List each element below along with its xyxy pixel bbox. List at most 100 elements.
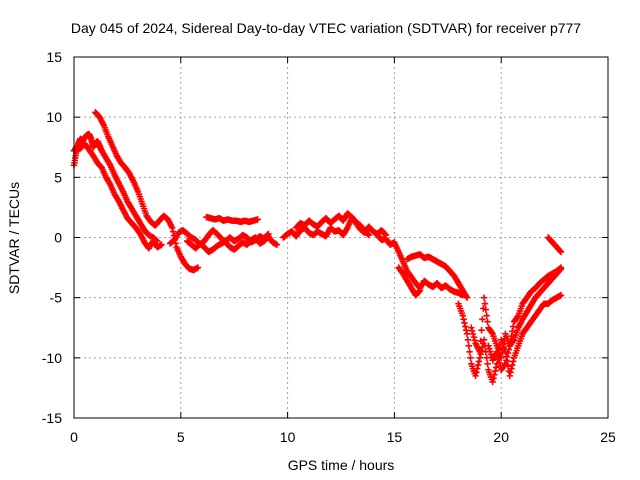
data-point-interp: [461, 319, 468, 327]
data-point-interp: [509, 358, 517, 365]
axis-ticks: 0 5 10 15 20 25 15 10 5 0 -5 -10 -15: [42, 49, 616, 445]
chart-title: Day 045 of 2024, Sidereal Day-to-day VTE…: [71, 20, 581, 36]
data-point-interp: [505, 346, 513, 353]
data-point-interp: [469, 330, 477, 338]
data-point: [463, 330, 471, 337]
series-arc-10: [404, 251, 471, 301]
x-tick-label: 10: [280, 429, 296, 445]
data-point: [273, 241, 281, 248]
data-point-interp: [475, 358, 483, 365]
series-arc-9: [374, 231, 466, 299]
y-tick-label: 15: [46, 49, 62, 65]
data-point: [472, 372, 479, 380]
y-tick-label: -5: [50, 290, 63, 306]
x-axis-label: GPS time / hours: [288, 457, 395, 473]
data-points: [70, 109, 565, 386]
data-point-interp: [467, 354, 474, 362]
data-point-interp: [509, 328, 516, 335]
x-tick-label: 20: [493, 429, 509, 445]
data-point-interp: [460, 316, 467, 323]
x-tick-label: 0: [70, 429, 78, 445]
y-axis-label: SDTVAR / TECUs: [6, 182, 22, 294]
data-point-interp: [478, 326, 485, 334]
data-point-interp: [514, 313, 521, 321]
data-point: [502, 360, 509, 368]
data-point-interp: [495, 355, 502, 363]
data-point-interp: [509, 361, 516, 369]
series-arc-2: [70, 140, 165, 252]
data-point-interp: [556, 266, 564, 273]
data-point-interp: [464, 336, 472, 343]
data-point-interp: [474, 361, 482, 369]
series-arc-6: [184, 230, 272, 256]
series-arc-8: [292, 210, 372, 239]
data-point-interp: [508, 332, 515, 340]
data-point: [476, 348, 484, 356]
data-point-interp: [556, 247, 564, 255]
data-point-interp: [169, 228, 177, 235]
data-point: [459, 312, 466, 319]
data-point: [506, 372, 513, 380]
data-point-interp: [492, 367, 499, 375]
series-arc-11: [395, 264, 424, 299]
series-arc-15: [544, 234, 565, 256]
data-point-interp: [465, 342, 472, 349]
x-tick-label: 15: [387, 429, 403, 445]
data-point: [463, 294, 471, 301]
data-point: [493, 348, 501, 356]
data-point-interp: [496, 359, 503, 366]
data-point: [254, 216, 261, 223]
data-point-interp: [473, 369, 480, 376]
data-point-interp: [509, 323, 517, 330]
data-point-interp: [507, 369, 514, 376]
series-arc-14: [485, 265, 565, 374]
data-point-interp: [503, 357, 510, 364]
data-point: [557, 292, 565, 299]
data-point-interp: [498, 349, 506, 357]
data-point-interp: [471, 337, 478, 344]
data-point-interp: [504, 349, 512, 357]
data-point-interp: [415, 288, 423, 295]
data-point-interp: [466, 348, 473, 356]
data-point-interp: [501, 361, 508, 369]
data-point-interp: [509, 337, 517, 345]
data-point-interp: [491, 371, 498, 378]
data-point: [557, 248, 565, 256]
data-point: [194, 264, 202, 271]
y-tick-label: -15: [42, 410, 62, 426]
data-point-interp: [484, 318, 491, 325]
data-point-interp: [492, 364, 500, 371]
data-point: [158, 241, 165, 248]
data-point-interp: [364, 230, 372, 238]
data-point-interp: [481, 300, 489, 307]
data-point-interp: [482, 306, 490, 313]
data-point: [489, 378, 496, 386]
data-point-interp: [488, 329, 496, 336]
data-point-interp: [499, 345, 507, 352]
data-point: [476, 354, 484, 362]
grid: [74, 57, 608, 418]
data-point-interp: [494, 352, 501, 359]
data-point: [480, 336, 488, 343]
data-point-interp: [470, 333, 478, 341]
data-point-interp: [479, 316, 486, 323]
data-point-interp: [462, 323, 469, 330]
data-point-interp: [484, 360, 491, 368]
x-tick-label: 5: [177, 429, 185, 445]
series-arc-5: [203, 213, 261, 226]
data-point: [480, 294, 488, 301]
data-point-interp: [477, 337, 484, 345]
data-point-interp: [474, 365, 481, 372]
y-tick-label: -10: [42, 350, 62, 366]
data-point-interp: [508, 365, 515, 372]
data-point-interp: [462, 326, 470, 334]
data-point-interp: [468, 327, 476, 335]
data-point: [265, 230, 272, 238]
data-point: [169, 224, 176, 232]
data-point: [468, 324, 475, 331]
data-point-interp: [483, 312, 490, 319]
data-point-interp: [490, 375, 497, 382]
data-point: [365, 231, 372, 239]
y-tick-label: 5: [54, 169, 62, 185]
